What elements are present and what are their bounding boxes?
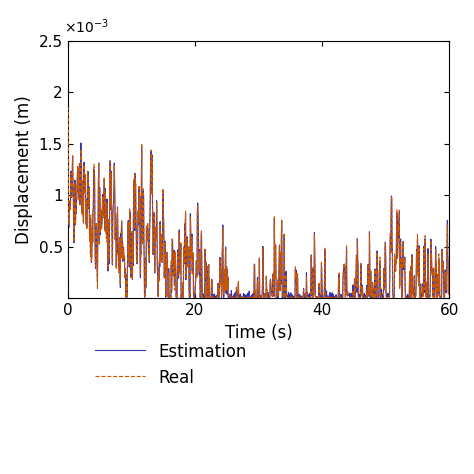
Estimation — [273, 294, 279, 300]
Real — [230, 294, 236, 300]
Real — [64, 295, 70, 301]
Real — [446, 284, 452, 290]
Line: Estimation: Estimation — [67, 108, 449, 298]
Estimation — [65, 105, 71, 111]
Estimation — [265, 290, 271, 296]
Y-axis label: Displacement (m): Displacement (m) — [15, 95, 33, 244]
Text: $\times10^{-3}$: $\times10^{-3}$ — [64, 17, 109, 36]
Real — [273, 294, 279, 300]
Real — [265, 294, 271, 300]
Real — [65, 105, 71, 111]
Estimation — [193, 258, 199, 264]
Legend: Estimation, Real: Estimation, Real — [95, 343, 246, 387]
Estimation — [446, 283, 452, 288]
Real — [116, 246, 121, 252]
Estimation — [129, 230, 135, 236]
X-axis label: Time (s): Time (s) — [225, 324, 292, 342]
Real — [193, 258, 199, 264]
Estimation — [230, 294, 236, 300]
Real — [129, 228, 135, 234]
Estimation — [116, 249, 121, 255]
Estimation — [64, 295, 70, 301]
Line: Real: Real — [67, 108, 449, 298]
